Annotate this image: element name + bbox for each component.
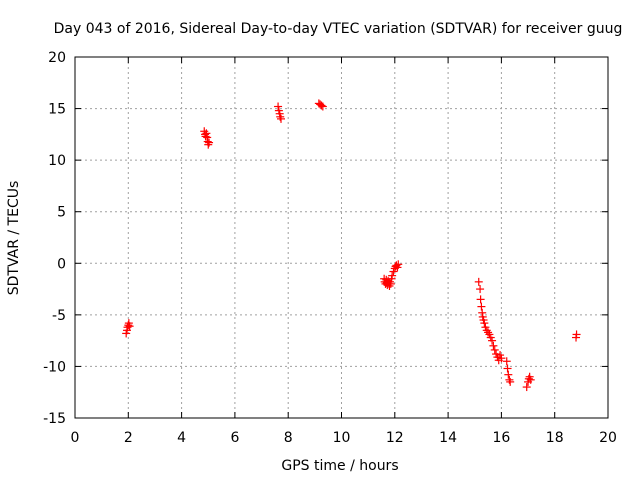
x-axis-label: GPS time / hours	[281, 458, 398, 474]
data-point	[490, 345, 499, 354]
data-point	[482, 326, 491, 335]
data-point	[504, 370, 513, 379]
y-tick-label: -15	[43, 411, 66, 427]
grid-lines	[75, 57, 608, 418]
data-point	[274, 102, 283, 111]
data-point	[388, 271, 397, 280]
data-point	[476, 295, 485, 304]
x-tick-label: 4	[177, 430, 186, 446]
x-tick-label: 18	[546, 430, 564, 446]
axis-ticks: 0 2 4 6 8 10 12 14 16 18 20 -15 -10 -5 0 5 10 15 20	[43, 50, 617, 446]
y-axis-label: SDTVAR / TECUs	[6, 181, 22, 296]
data-point	[484, 328, 493, 337]
data-point	[572, 330, 581, 339]
y-tick-label: 20	[48, 50, 66, 66]
x-tick-label: 16	[492, 430, 510, 446]
data-point	[386, 279, 395, 288]
data-point	[502, 357, 511, 366]
data-point	[394, 260, 403, 269]
data-point	[524, 374, 533, 383]
data-point	[205, 138, 214, 147]
y-tick-label: 10	[48, 153, 66, 169]
x-tick-label: 2	[124, 430, 133, 446]
x-tick-label: 12	[386, 430, 404, 446]
y-tick-label: 0	[57, 256, 66, 272]
data-point	[503, 364, 512, 373]
chart-title: Day 043 of 2016, Sidereal Day-to-day VTE…	[54, 21, 623, 37]
y-tick-label: 15	[48, 102, 66, 118]
y-tick-label: 5	[57, 205, 66, 221]
data-point	[526, 375, 535, 384]
data-point	[317, 101, 326, 110]
x-tick-label: 14	[439, 430, 457, 446]
data-point	[477, 302, 486, 311]
data-point	[277, 114, 286, 123]
data-point	[488, 336, 497, 345]
x-tick-label: 6	[230, 430, 239, 446]
data-point	[276, 112, 285, 121]
data-point	[476, 285, 485, 294]
data-point	[204, 140, 213, 149]
x-tick-label: 8	[284, 430, 293, 446]
data-point	[497, 354, 506, 363]
data-point	[505, 375, 514, 384]
x-tick-label: 10	[333, 430, 351, 446]
x-tick-label: 0	[71, 430, 80, 446]
y-tick-label: -5	[52, 308, 66, 324]
data-point	[474, 277, 483, 286]
x-tick-label: 20	[599, 430, 617, 446]
data-points	[122, 99, 581, 392]
data-point	[522, 383, 531, 392]
data-point	[506, 377, 515, 386]
data-point	[480, 319, 489, 328]
data-point	[392, 261, 401, 270]
data-point	[489, 341, 498, 350]
data-point	[202, 129, 211, 138]
data-point	[125, 322, 134, 331]
data-point	[318, 102, 327, 111]
y-tick-label: -10	[43, 359, 66, 375]
